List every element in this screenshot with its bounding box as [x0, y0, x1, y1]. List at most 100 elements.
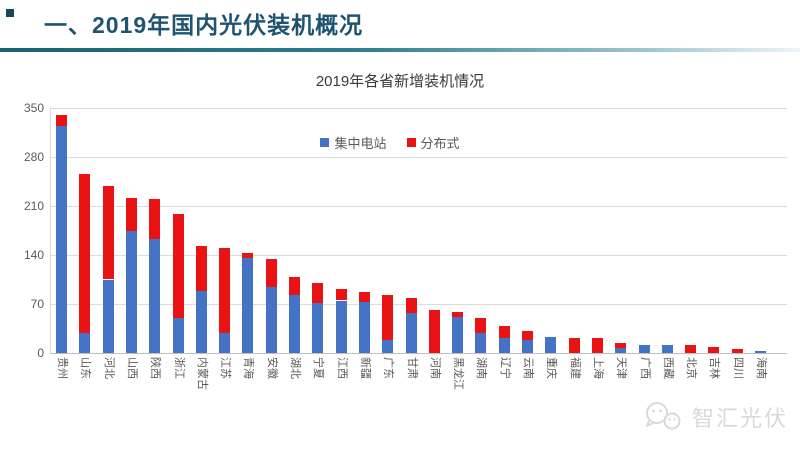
x-axis-label: 广西	[638, 357, 651, 379]
bar-segment-centralized	[358, 301, 370, 353]
bar-segment-distributed	[265, 258, 277, 288]
bar-segment-distributed	[428, 309, 440, 353]
bar-segment-centralized	[522, 339, 533, 353]
y-axis-label: 70	[30, 297, 44, 311]
y-axis-line	[50, 108, 51, 353]
bar-segment-distributed	[312, 283, 324, 303]
x-axis-label: 甘肃	[405, 357, 418, 379]
bar-segment-distributed	[79, 173, 91, 334]
gridline	[50, 108, 787, 109]
x-axis-label: 四川	[731, 357, 744, 379]
bar-segment-distributed	[568, 337, 580, 353]
x-axis-label: 河南	[428, 357, 441, 379]
x-axis-label: 湖南	[475, 357, 488, 379]
bar-segment-centralized	[755, 350, 766, 353]
y-axis-label: 140	[23, 248, 44, 262]
x-axis-label: 黑龙江	[452, 357, 465, 390]
x-axis-label: 山西	[125, 357, 138, 379]
bar-segment-centralized	[312, 302, 324, 353]
bar-segment-distributed	[522, 330, 533, 340]
x-axis-label: 江苏	[219, 357, 232, 379]
bar-segment-distributed	[219, 248, 231, 334]
y-axis-label: 210	[23, 199, 44, 213]
bar-segment-distributed	[685, 345, 697, 353]
bar-segment-centralized	[382, 339, 394, 353]
x-axis-line	[50, 353, 787, 354]
bar-segment-centralized	[56, 125, 67, 353]
header-bullet	[6, 9, 14, 17]
x-axis-label: 安徽	[265, 357, 278, 379]
bar-segment-centralized	[102, 279, 114, 353]
x-axis-label: 湖北	[289, 357, 301, 379]
legend-item-distributed: 分布式	[406, 133, 460, 152]
y-axis-label: 0	[37, 346, 44, 360]
x-axis-label: 海南	[755, 357, 767, 379]
x-axis-label: 内蒙古	[195, 357, 208, 390]
x-axis-label: 上海	[591, 357, 604, 379]
legend-label-centralized: 集中电站	[334, 136, 387, 151]
bar-segment-distributed	[195, 245, 207, 292]
bar-segment-distributed	[289, 276, 300, 295]
bar-segment-distributed	[452, 312, 464, 318]
legend-label-distributed: 分布式	[420, 136, 460, 151]
bar-segment-centralized	[475, 332, 487, 353]
bar-segment-centralized	[335, 300, 347, 353]
wechat-icon	[645, 402, 681, 430]
bar-segment-centralized	[452, 317, 464, 353]
bar-segment-centralized	[638, 345, 650, 353]
bar-segment-centralized	[498, 338, 510, 353]
bar-segment-distributed	[335, 289, 347, 301]
bar-segment-distributed	[102, 186, 114, 280]
x-axis-label: 福建	[568, 357, 581, 379]
chart-title: 2019年各省新增装机情况	[315, 73, 485, 90]
bar-segment-distributed	[358, 292, 370, 302]
bar-segment-distributed	[382, 294, 394, 340]
x-axis-label: 云南	[522, 357, 534, 379]
header-divider	[0, 48, 800, 52]
bar-segment-centralized	[405, 313, 417, 353]
x-axis-label: 天津	[615, 357, 628, 379]
x-axis-label: 浙江	[172, 357, 185, 379]
x-axis-label: 吉林	[708, 357, 721, 379]
gridline	[50, 255, 787, 256]
x-axis-label: 重庆	[545, 357, 558, 379]
page-title: 一、2019年国内光伏装机概况	[44, 12, 364, 38]
bar-segment-distributed	[498, 325, 510, 339]
bar-segment-distributed	[242, 252, 254, 258]
x-axis-label: 北京	[685, 357, 698, 379]
bar-segment-centralized	[172, 318, 184, 353]
gridline	[50, 206, 787, 207]
bar-segment-centralized	[125, 231, 137, 353]
x-axis-label: 广东	[382, 357, 395, 379]
bar-segment-centralized	[195, 291, 207, 353]
y-axis-label: 280	[23, 150, 44, 164]
x-axis-label: 宁夏	[312, 357, 325, 379]
bar-segment-centralized	[219, 333, 231, 353]
legend-swatch-blue-icon	[320, 138, 330, 147]
bar-segment-centralized	[545, 336, 557, 353]
watermark: 智汇光伏	[642, 400, 788, 434]
x-axis-label: 新疆	[358, 357, 371, 379]
bar-segment-centralized	[289, 294, 300, 353]
gridline	[50, 157, 787, 158]
watermark-text: 智汇光伏	[691, 406, 788, 431]
gridline	[50, 304, 787, 305]
bar-segment-centralized	[242, 257, 254, 353]
legend-swatch-red-icon	[406, 138, 416, 147]
x-axis-label: 青海	[242, 357, 255, 379]
x-axis-label: 河北	[102, 357, 115, 379]
x-axis-label: 山东	[79, 357, 92, 379]
x-axis-label: 陕西	[149, 357, 162, 379]
bar-segment-distributed	[56, 115, 67, 126]
chart-legend: 集中电站 分布式	[0, 133, 780, 152]
bar-segment-centralized	[149, 238, 161, 353]
x-axis-label: 西藏	[661, 357, 674, 379]
bar-segment-centralized	[79, 333, 91, 353]
bar-segment-centralized	[661, 345, 673, 353]
bar-segment-distributed	[615, 343, 627, 349]
legend-item-centralized: 集中电站	[320, 133, 387, 152]
x-axis-label: 辽宁	[498, 357, 511, 379]
bar-segment-distributed	[731, 348, 743, 353]
x-axis-label: 贵州	[56, 357, 68, 379]
